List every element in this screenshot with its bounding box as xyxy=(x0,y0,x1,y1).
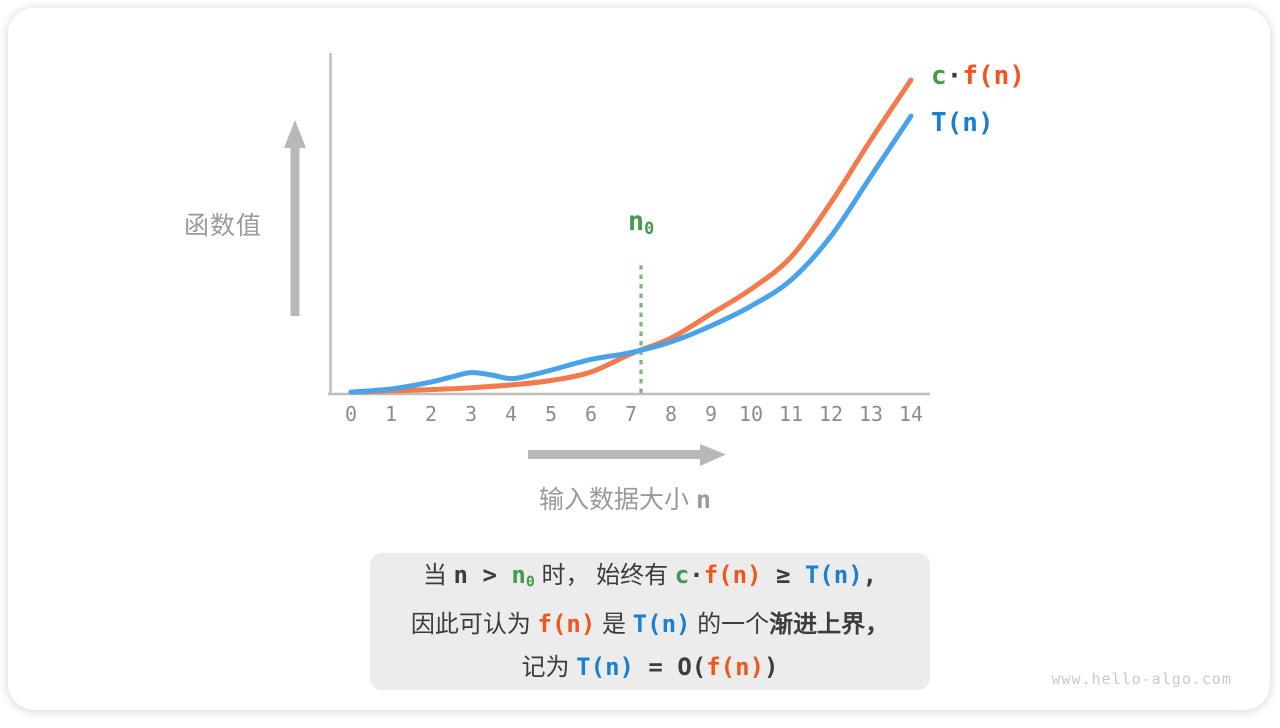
n0-label: n0 xyxy=(601,206,681,238)
x-tick-label: 6 xyxy=(584,402,598,426)
x-tick-label: 8 xyxy=(664,402,678,426)
x-tick-label: 3 xyxy=(464,402,478,426)
text-segment: 记为 xyxy=(521,653,577,681)
text-segment: n xyxy=(453,561,468,590)
x-tick-label: 0 xyxy=(344,402,358,426)
text-segment: 始终有 xyxy=(596,562,675,590)
text-segment: T(n) xyxy=(632,609,691,638)
text-segment: ， xyxy=(865,610,890,638)
text-segment: 因此可认为 xyxy=(410,610,538,638)
text-segment: f(n) xyxy=(962,61,1025,91)
x-tick-label: 10 xyxy=(738,402,764,426)
text-segment: 是 xyxy=(595,610,633,638)
caption-line: 当 n > n0 时， 始终有 c·f(n) ≥ T(n), xyxy=(423,554,877,603)
x-tick-labels: 0 1 2 3 4 5 6 7 8 9 10 11 12 13 14 xyxy=(331,402,931,426)
text-segment: 0 xyxy=(644,218,655,239)
text-segment: c xyxy=(674,561,690,590)
text-segment: > xyxy=(468,561,512,590)
x-tick-label: 14 xyxy=(898,402,924,426)
text-segment: T(n) xyxy=(576,652,634,681)
caption-line: 记为 T(n) = O(f(n)) xyxy=(522,646,779,689)
text-segment: 渐进上界 xyxy=(769,610,866,638)
x-tick-label: 7 xyxy=(624,402,638,426)
x-tick-label: 9 xyxy=(704,402,718,426)
text-segment: n xyxy=(627,206,645,237)
x-axis-arrow xyxy=(528,444,726,466)
caption-line: 因此可认为 f(n) 是 T(n) 的一个渐进上界， xyxy=(411,603,889,646)
text-segment: 函数值 xyxy=(184,212,263,240)
chart-canvas xyxy=(284,53,930,466)
x-tick-label: 13 xyxy=(858,402,884,426)
text-segment: ≥ xyxy=(761,561,805,590)
text-segment: , xyxy=(862,561,878,590)
watermark: www.hello-algo.com xyxy=(1051,670,1232,688)
text-segment: 输入数据大小 xyxy=(538,486,696,514)
x-tick-label: 12 xyxy=(818,402,844,426)
y-axis-arrow xyxy=(284,120,306,316)
caption-box: 当 n > n0 时， 始终有 c·f(n) ≥ T(n), 因此可认为 f(n)… xyxy=(370,553,930,690)
x-axis-label: 输入数据大小 n xyxy=(485,480,765,516)
legend-c-f-n: c·f(n) xyxy=(931,60,1025,91)
text-segment: n xyxy=(695,485,711,514)
text-segment: f(n) xyxy=(703,561,762,590)
x-tick-label: 1 xyxy=(384,402,398,426)
text-segment: c xyxy=(931,61,947,91)
legend-t-n: T(n) xyxy=(931,107,994,138)
text-segment: ) xyxy=(764,652,779,681)
text-segment: f(n) xyxy=(537,609,596,638)
text-segment: 0 xyxy=(525,572,535,591)
text-segment: T(n) xyxy=(804,561,863,590)
text-segment: 的一个 xyxy=(690,610,770,638)
text-segment: O( xyxy=(677,652,707,681)
text-segment: · xyxy=(689,561,704,590)
x-tick-label: 11 xyxy=(778,402,804,426)
x-tick-label: 4 xyxy=(504,402,518,426)
y-axis-label: 函数值 xyxy=(184,206,262,242)
text-segment: 当 xyxy=(422,562,454,590)
text-segment: T(n) xyxy=(931,108,994,138)
curve-t-n xyxy=(348,113,914,395)
text-segment: · xyxy=(946,61,963,91)
x-tick-label: 5 xyxy=(544,402,558,426)
text-segment: f(n) xyxy=(706,652,765,681)
text-segment: 时， xyxy=(534,562,597,590)
x-tick-label: 2 xyxy=(424,402,438,426)
text-segment: = xyxy=(633,652,678,681)
text-segment: n xyxy=(511,561,526,590)
figure-card: 函数值 n0 c·f(n) T(n) 0 1 2 3 4 5 6 7 8 9 10 11 12 13 14 … xyxy=(8,8,1270,710)
